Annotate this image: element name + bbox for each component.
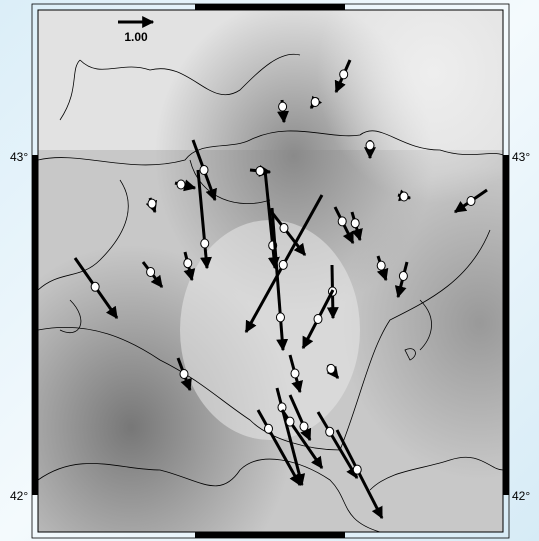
station-marker <box>399 272 407 281</box>
station-marker <box>148 199 156 208</box>
station-marker <box>201 239 209 248</box>
station-marker <box>314 315 322 324</box>
station-marker <box>340 70 348 79</box>
station-marker <box>311 98 319 107</box>
station-marker <box>256 167 264 176</box>
station-marker <box>327 364 335 373</box>
station-marker <box>91 282 99 291</box>
station-marker <box>177 180 185 189</box>
station-marker <box>276 313 284 322</box>
frame-bar <box>195 4 345 10</box>
lat-label: 43° <box>10 150 28 164</box>
station-marker <box>353 465 361 474</box>
station-marker <box>286 417 294 426</box>
station-marker <box>180 370 188 379</box>
station-marker <box>351 219 359 228</box>
station-marker <box>338 217 346 226</box>
station-marker <box>377 261 385 270</box>
station-marker <box>200 166 208 175</box>
map-figure: 1.00 43° 43° 42° 42° <box>0 0 539 541</box>
station-marker <box>400 192 408 201</box>
lat-label: 42° <box>512 489 530 503</box>
station-marker <box>265 424 273 433</box>
station-marker <box>279 102 287 111</box>
frame-bar <box>195 532 345 538</box>
station-marker <box>300 422 308 431</box>
lat-label: 42° <box>10 489 28 503</box>
station-marker <box>366 141 374 150</box>
station-marker <box>279 260 287 269</box>
frame-bar <box>503 155 509 495</box>
station-marker <box>184 259 192 268</box>
frame-bar <box>32 155 38 495</box>
map-area <box>38 10 503 532</box>
station-marker <box>291 369 299 378</box>
station-marker <box>326 427 334 436</box>
scale-label: 1.00 <box>124 30 148 44</box>
station-marker <box>467 197 475 206</box>
lat-label: 43° <box>512 150 530 164</box>
station-marker <box>280 224 288 233</box>
station-marker <box>147 268 155 277</box>
